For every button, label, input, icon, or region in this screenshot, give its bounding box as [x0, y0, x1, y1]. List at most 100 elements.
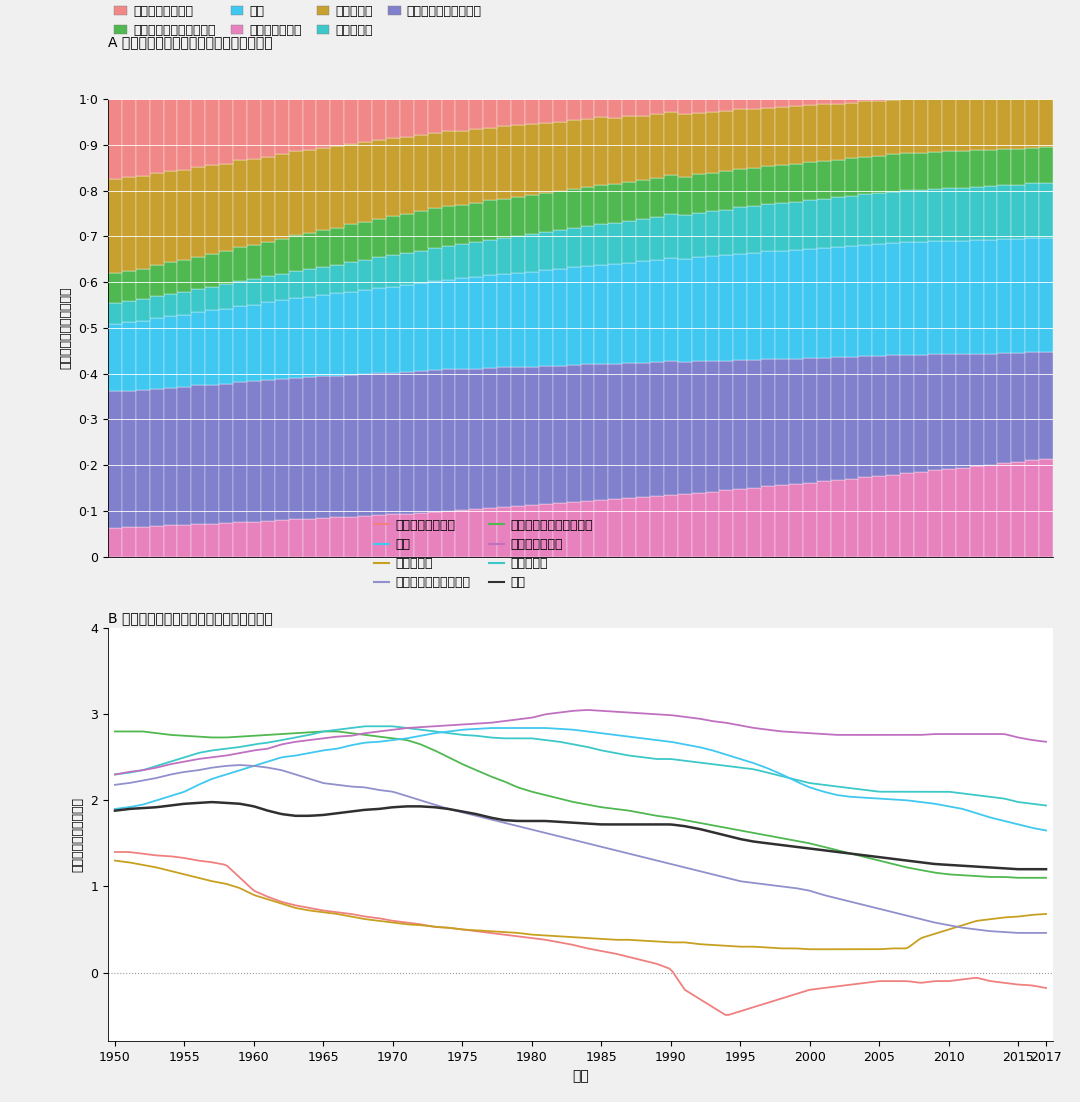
Bar — [261, 380, 274, 521]
Bar — [122, 527, 136, 557]
Bar — [497, 127, 511, 198]
Bar — [302, 233, 316, 269]
Bar — [442, 369, 456, 510]
Bar — [873, 193, 887, 244]
Bar — [1011, 239, 1025, 353]
Bar — [497, 507, 511, 557]
Bar — [859, 156, 873, 194]
Bar — [288, 271, 302, 299]
Bar — [330, 227, 345, 264]
Bar — [747, 488, 761, 557]
Bar — [789, 358, 802, 484]
中欧、东欧与中亚 — [111, 845, 124, 858]
Bar — [928, 152, 942, 188]
Bar — [998, 239, 1011, 354]
Bar — [719, 360, 733, 490]
Bar — [108, 324, 122, 391]
Bar — [887, 475, 900, 557]
Bar — [150, 266, 163, 296]
Bar — [330, 99, 345, 147]
Bar — [400, 514, 414, 557]
Bar — [942, 468, 956, 557]
Bar — [887, 154, 900, 192]
Bar — [747, 109, 761, 168]
Bar — [581, 365, 594, 501]
Bar — [150, 173, 163, 266]
Bar — [1025, 183, 1039, 238]
Bar — [594, 264, 608, 364]
全球 — [1014, 863, 1027, 876]
Bar — [302, 519, 316, 557]
Bar — [1025, 99, 1039, 148]
Bar — [984, 99, 998, 150]
Bar — [845, 159, 859, 196]
拉丁美洲与加勒比海地区 — [893, 860, 906, 873]
Bar — [428, 208, 442, 248]
Legend: 中欧、东欧与中亚, 拉丁美洲与加勒比海地区, 南亚, 撒哈拉以南非洲, 高收入地区, 北非与中东, 东南亚、东亚与大洋洲: 中欧、东欧与中亚, 拉丁美洲与加勒比海地区, 南亚, 撒哈拉以南非洲, 高收入地… — [114, 4, 482, 37]
Bar — [956, 99, 970, 151]
Bar — [553, 191, 567, 230]
Bar — [177, 314, 191, 387]
Bar — [970, 150, 984, 186]
Bar — [608, 499, 622, 557]
Bar — [705, 491, 719, 557]
Bar — [761, 359, 775, 486]
Line: 拉丁美洲与加勒比海地区: 拉丁美洲与加勒比海地区 — [114, 732, 1047, 878]
Bar — [274, 379, 288, 520]
Bar — [691, 112, 705, 174]
Bar — [859, 245, 873, 356]
Bar — [428, 132, 442, 208]
Bar — [470, 129, 483, 203]
Bar — [345, 144, 359, 225]
南亚 — [111, 802, 124, 815]
Bar — [553, 269, 567, 366]
Bar — [497, 367, 511, 507]
Bar — [1039, 238, 1053, 353]
东南亚、东亚与大洋洲 — [896, 908, 909, 921]
Bar — [483, 128, 497, 201]
Bar — [900, 355, 914, 473]
Bar — [928, 99, 942, 152]
Bar — [470, 509, 483, 557]
南亚 — [108, 802, 121, 815]
Bar — [594, 500, 608, 557]
东南亚、东亚与大洋洲 — [666, 857, 679, 871]
Bar — [705, 212, 719, 257]
Bar — [191, 386, 205, 525]
Bar — [205, 385, 219, 523]
Bar — [330, 264, 345, 293]
Bar — [163, 262, 177, 294]
Bar — [567, 228, 581, 268]
Bar — [747, 99, 761, 109]
Bar — [539, 123, 553, 193]
Bar — [581, 119, 594, 186]
Bar — [414, 99, 428, 134]
Bar — [845, 478, 859, 557]
Bar — [802, 162, 816, 201]
中欧、东欧与中亚 — [660, 961, 673, 974]
Bar — [150, 526, 163, 557]
Bar — [775, 204, 789, 251]
Bar — [247, 381, 261, 521]
Bar — [108, 273, 122, 303]
Bar — [386, 287, 400, 372]
Bar — [887, 100, 900, 154]
东南亚、东亚与大洋洲 — [108, 778, 121, 791]
Bar — [274, 154, 288, 239]
Bar — [191, 99, 205, 168]
Bar — [400, 252, 414, 284]
Bar — [845, 102, 859, 159]
Bar — [928, 241, 942, 355]
Bar — [428, 370, 442, 511]
Bar — [345, 517, 359, 557]
Bar — [539, 99, 553, 123]
Bar — [456, 205, 470, 245]
Bar — [288, 99, 302, 151]
Bar — [664, 214, 678, 258]
Bar — [470, 368, 483, 509]
Bar — [650, 496, 664, 557]
Bar — [622, 182, 636, 220]
Bar — [539, 366, 553, 505]
Bar — [761, 251, 775, 359]
Bar — [678, 115, 691, 176]
